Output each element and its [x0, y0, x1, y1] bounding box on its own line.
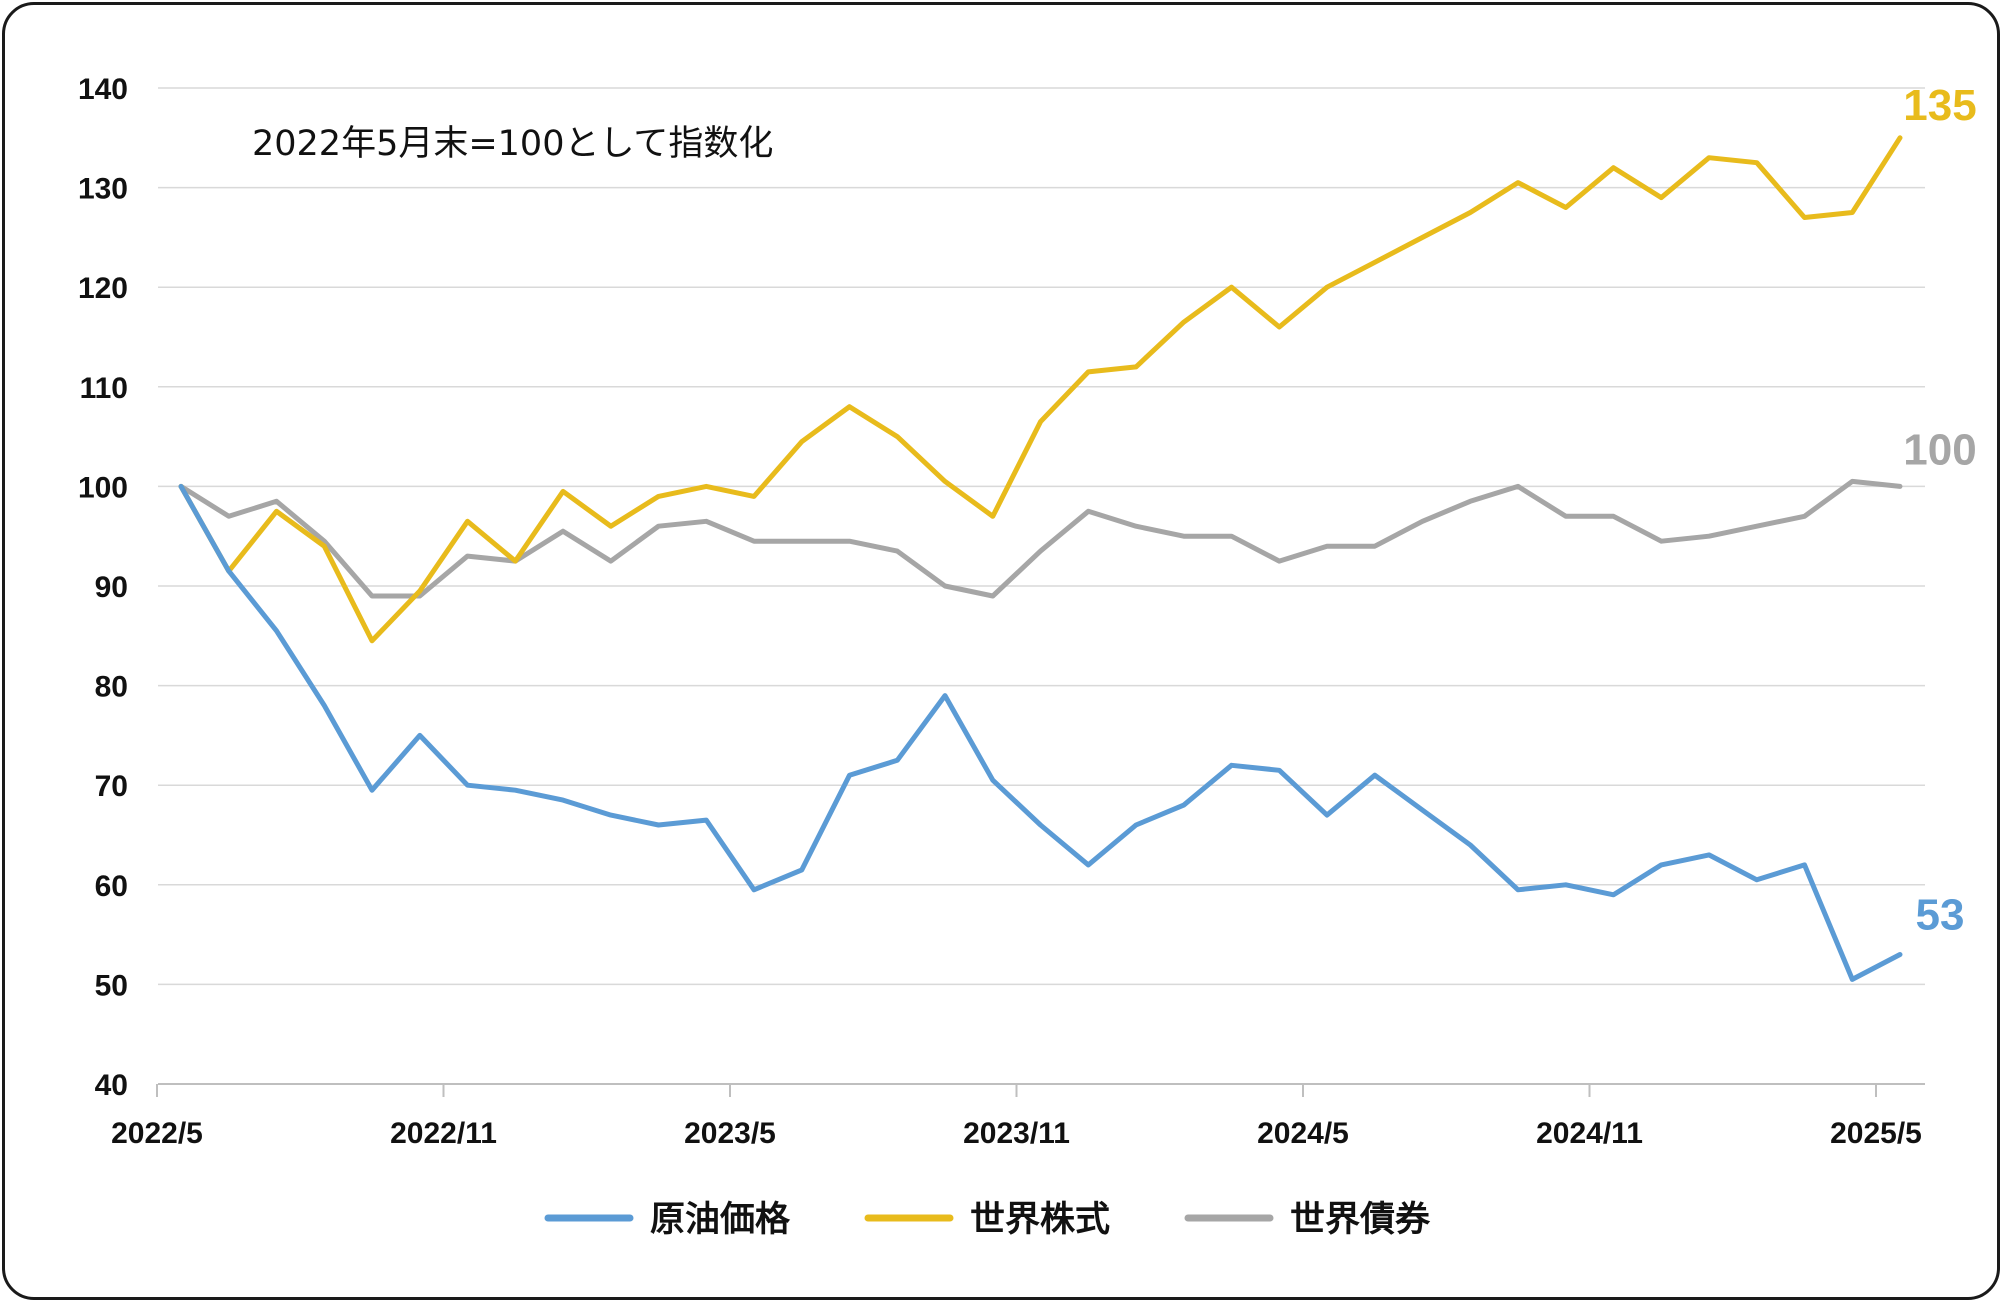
- end-label-0: 53: [1916, 891, 1965, 940]
- gridlines: [158, 87, 1925, 986]
- series-line-0: [178, 483, 1903, 982]
- series-line-1: [178, 135, 1903, 644]
- legend-label-2: 世界債券: [1290, 1200, 1431, 1240]
- x-tick-label: 2023/11: [963, 1117, 1070, 1150]
- y-tick-label: 110: [80, 372, 128, 405]
- y-tick-label: 60: [95, 870, 128, 903]
- x-tick-label: 2024/5: [1257, 1117, 1349, 1150]
- legend-label-0: 原油価格: [650, 1200, 791, 1240]
- y-tick-label: 80: [95, 671, 128, 704]
- end-label-1: 135: [1903, 81, 1976, 130]
- series-lines: [178, 135, 1903, 982]
- x-tick-label: 2022/11: [390, 1117, 497, 1150]
- end-value-labels: 53 135 100: [1903, 81, 1976, 940]
- y-axis-tick-labels: 140 130 120 110 100 90 80 70 60 50 40: [78, 73, 128, 1102]
- index-base-annotation: 2022年5月末=100として指数化: [252, 124, 773, 164]
- y-tick-label: 50: [95, 969, 128, 1002]
- legend-label-1: 世界株式: [970, 1200, 1110, 1240]
- y-tick-label: 90: [95, 571, 128, 604]
- x-axis: 2022/5 2022/11 2023/5 2023/11 2024/5 2024/11 2…: [111, 1083, 1925, 1150]
- y-tick-label: 70: [95, 770, 128, 803]
- y-tick-label: 100: [78, 471, 128, 504]
- y-tick-label: 40: [95, 1069, 128, 1102]
- x-tick-label: 2023/5: [684, 1117, 776, 1150]
- legend: 原油価格 世界株式 世界債券: [544, 1200, 1431, 1240]
- end-label-2: 100: [1903, 425, 1976, 474]
- x-tick-label: 2025/5: [1830, 1117, 1922, 1150]
- y-tick-label: 120: [78, 272, 128, 305]
- series-line-2: [178, 478, 1903, 599]
- y-tick-label: 140: [78, 73, 128, 106]
- x-tick-label: 2022/5: [111, 1117, 203, 1150]
- x-tick-label: 2024/11: [1536, 1117, 1643, 1150]
- y-tick-label: 130: [78, 173, 128, 206]
